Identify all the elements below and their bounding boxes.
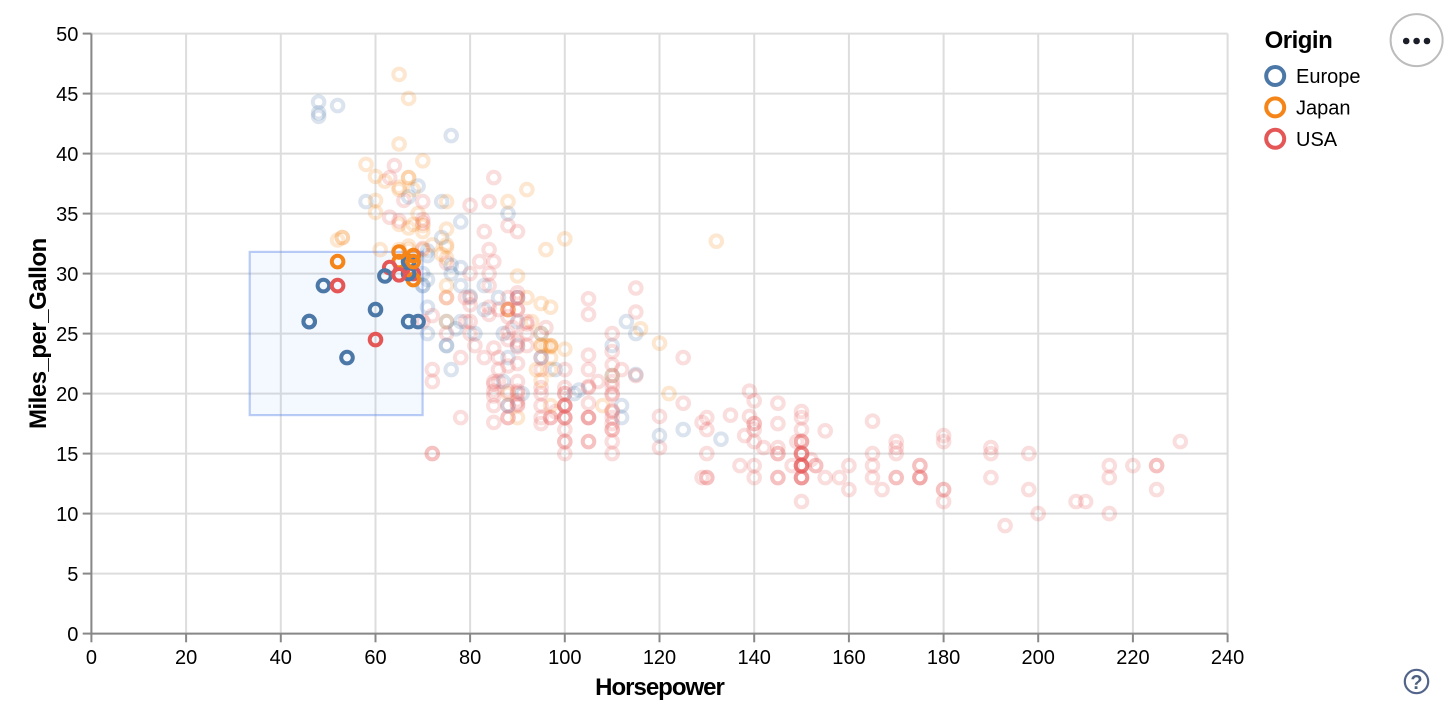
svg-text:20: 20	[56, 384, 78, 406]
svg-text:?: ?	[1410, 672, 1422, 694]
svg-text:Miles_per_Gallon: Miles_per_Gallon	[25, 238, 52, 429]
svg-text:220: 220	[1116, 647, 1149, 669]
svg-text:Japan: Japan	[1296, 98, 1351, 120]
svg-text:25: 25	[56, 324, 78, 346]
svg-text:140: 140	[738, 647, 771, 669]
svg-text:0: 0	[67, 624, 78, 646]
svg-text:15: 15	[56, 444, 78, 466]
svg-text:45: 45	[56, 84, 78, 106]
svg-text:USA: USA	[1296, 129, 1338, 151]
svg-text:Origin: Origin	[1265, 27, 1333, 54]
svg-text:100: 100	[548, 647, 581, 669]
svg-text:180: 180	[927, 647, 960, 669]
svg-text:200: 200	[1022, 647, 1055, 669]
svg-text:50: 50	[56, 24, 78, 46]
svg-text:Horsepower: Horsepower	[595, 674, 724, 701]
svg-text:160: 160	[832, 647, 865, 669]
svg-text:40: 40	[56, 144, 78, 166]
svg-text:60: 60	[364, 647, 386, 669]
svg-text:Europe: Europe	[1296, 66, 1361, 88]
svg-text:5: 5	[67, 564, 78, 586]
svg-text:35: 35	[56, 204, 78, 226]
svg-text:0: 0	[86, 647, 97, 669]
svg-text:80: 80	[459, 647, 481, 669]
svg-text:240: 240	[1211, 647, 1244, 669]
svg-text:10: 10	[56, 504, 78, 526]
svg-text:120: 120	[643, 647, 676, 669]
svg-text:20: 20	[175, 647, 197, 669]
svg-text:40: 40	[270, 647, 292, 669]
svg-text:30: 30	[56, 264, 78, 286]
